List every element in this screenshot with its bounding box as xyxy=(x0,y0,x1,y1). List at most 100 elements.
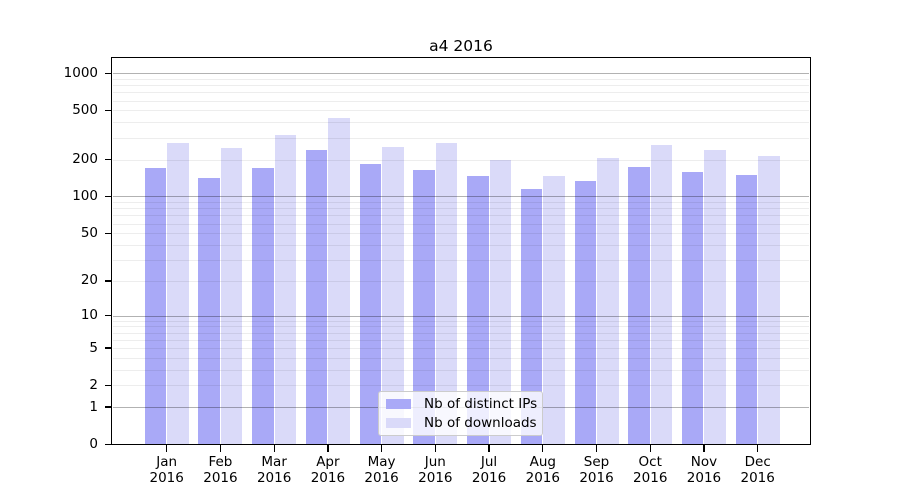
y-tick-label: 500 xyxy=(72,101,98,118)
x-tick-label: Jun 2016 xyxy=(418,453,453,487)
bar-downloads-sep-2016 xyxy=(597,158,619,445)
y-tick xyxy=(104,384,112,386)
bar-distinct-ips-feb-2016 xyxy=(198,178,220,445)
x-tick xyxy=(166,445,168,452)
x-tick-label: Dec 2016 xyxy=(740,453,775,487)
gridline-minor xyxy=(113,110,809,112)
bar-downloads-oct-2016 xyxy=(650,145,673,445)
bar-downloads-feb-2016 xyxy=(220,147,243,445)
y-tick-label: 5 xyxy=(89,339,98,356)
y-tick xyxy=(104,314,112,317)
gridline-minor xyxy=(113,280,809,282)
gridline-minor xyxy=(113,233,809,235)
bar-downloads-may-2016 xyxy=(382,147,404,445)
gridline-minor xyxy=(113,122,809,124)
gridline-minor xyxy=(113,92,809,94)
y-tick-label: 50 xyxy=(80,224,98,241)
chart-title: a4 2016 xyxy=(429,37,493,55)
bar-downloads-nov-2016 xyxy=(704,150,726,445)
legend-item-downloads: Nb of downloads xyxy=(386,415,542,431)
legend-swatch-distinct-ips xyxy=(386,398,411,409)
x-tick-label: Apr 2016 xyxy=(310,453,346,487)
gridline-minor xyxy=(113,369,809,371)
x-tick-label: Jul 2016 xyxy=(471,453,507,487)
x-tick-label: Aug 2016 xyxy=(525,453,560,487)
gridline-minor xyxy=(113,215,809,217)
y-tick xyxy=(104,406,112,408)
bar-distinct-ips-aug-2016 xyxy=(520,189,543,445)
y-tick xyxy=(104,195,112,198)
bar-distinct-ips-oct-2016 xyxy=(628,166,650,445)
bar-distinct-ips-sep-2016 xyxy=(574,180,597,445)
gridline-minor xyxy=(113,357,809,359)
x-tick xyxy=(434,445,437,452)
x-tick xyxy=(649,445,651,452)
gridline-minor xyxy=(113,320,809,322)
bar-downloads-aug-2016 xyxy=(543,175,565,445)
gridline-minor xyxy=(113,244,809,246)
x-tick xyxy=(542,445,544,452)
x-tick-label: Feb 2016 xyxy=(203,453,238,487)
gridline-minor xyxy=(113,348,809,350)
gridline-major xyxy=(113,196,809,198)
x-tick-label: May 2016 xyxy=(364,453,399,487)
legend-label-downloads: Nb of downloads xyxy=(424,415,537,432)
x-tick-label: Oct 2016 xyxy=(633,453,668,487)
gridline-minor xyxy=(113,78,809,80)
x-tick xyxy=(595,445,598,452)
legend-label-distinct-ips: Nb of distinct IPs xyxy=(424,395,538,412)
gridline-major xyxy=(113,315,809,317)
y-tick-label: 200 xyxy=(72,151,98,167)
bar-distinct-ips-may-2016 xyxy=(359,163,382,445)
gridline-minor xyxy=(113,100,809,102)
gridline-minor xyxy=(113,339,809,341)
x-tick xyxy=(219,445,222,452)
y-tick-label: 0 xyxy=(89,435,98,452)
y-tick xyxy=(104,443,112,445)
bar-distinct-ips-nov-2016 xyxy=(681,172,704,445)
bar-distinct-ips-jan-2016 xyxy=(144,167,167,445)
bar-distinct-ips-jun-2016 xyxy=(413,169,435,445)
gridline-minor xyxy=(113,85,809,87)
y-tick xyxy=(104,232,112,234)
x-tick-label: Sep 2016 xyxy=(579,453,614,487)
x-tick xyxy=(327,445,329,452)
bar-distinct-ips-dec-2016 xyxy=(735,174,758,445)
gridline-minor xyxy=(113,159,809,161)
bar-distinct-ips-apr-2016 xyxy=(305,149,328,445)
gridline-minor xyxy=(113,385,809,387)
y-tick xyxy=(104,109,112,112)
x-tick-label: Mar 2016 xyxy=(256,453,292,487)
gridline-minor xyxy=(113,259,809,261)
bar-downloads-mar-2016 xyxy=(274,135,297,445)
bar-distinct-ips-mar-2016 xyxy=(252,167,274,445)
gridline-minor xyxy=(113,202,809,204)
y-tick-label: 10 xyxy=(80,307,98,324)
gridline-minor xyxy=(113,137,809,139)
legend-item-distinct-ips: Nb of distinct IPs xyxy=(386,396,542,412)
bar-downloads-jul-2016 xyxy=(489,159,512,445)
bar-distinct-ips-jul-2016 xyxy=(467,175,489,445)
y-tick-label: 1 xyxy=(89,398,98,415)
bar-downloads-dec-2016 xyxy=(758,156,780,445)
y-tick xyxy=(104,158,112,161)
x-tick-label: Nov 2016 xyxy=(686,453,722,487)
x-tick-label: Jan 2016 xyxy=(149,453,184,487)
x-tick xyxy=(381,445,383,452)
y-tick-label: 1000 xyxy=(63,64,98,81)
gridline-minor xyxy=(113,208,809,210)
bar-downloads-jan-2016 xyxy=(167,143,189,445)
gridline-minor xyxy=(113,326,809,328)
bar-downloads-apr-2016 xyxy=(328,117,350,445)
x-tick xyxy=(488,445,490,452)
gridline-major xyxy=(113,73,809,75)
gridline-minor xyxy=(113,223,809,225)
y-tick-label: 100 xyxy=(72,187,98,204)
y-tick xyxy=(104,347,112,349)
x-tick xyxy=(703,445,705,452)
bar-downloads-jun-2016 xyxy=(435,143,458,445)
y-tick-label: 20 xyxy=(80,272,98,289)
legend: Nb of distinct IPs Nb of downloads xyxy=(378,391,543,436)
x-tick xyxy=(273,445,275,452)
